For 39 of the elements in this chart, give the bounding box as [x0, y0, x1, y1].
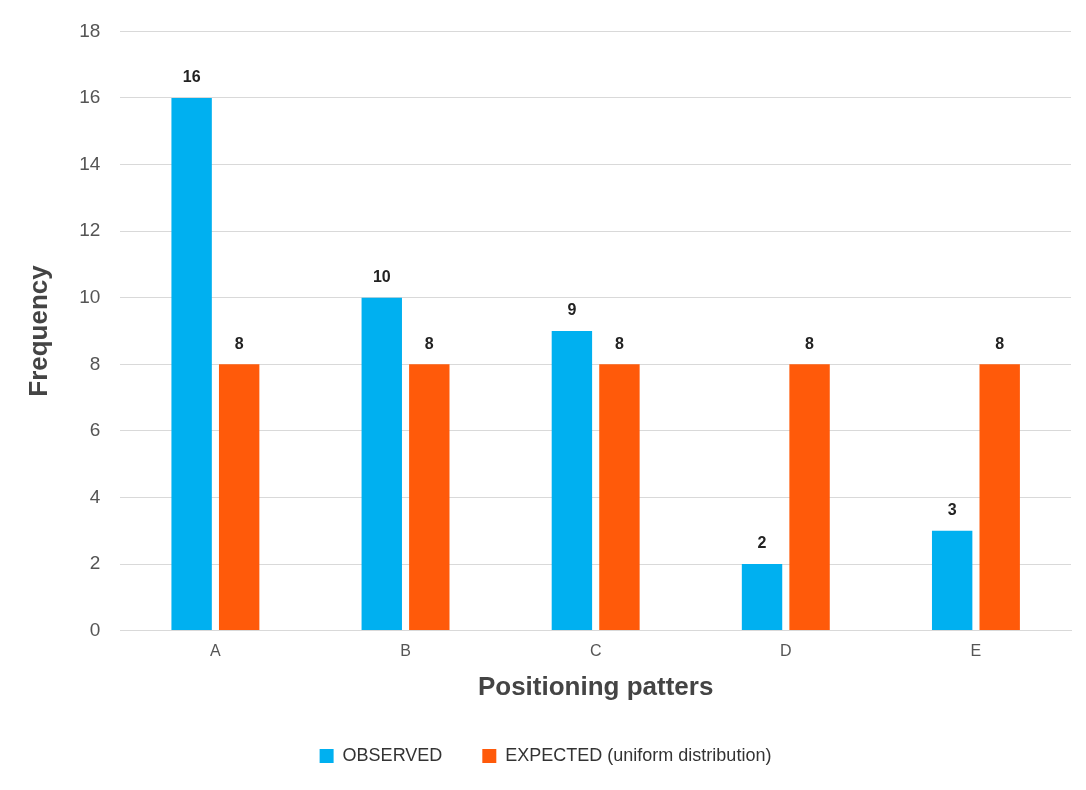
y-tick-label: 14 — [79, 152, 101, 174]
data-label: 8 — [234, 334, 244, 352]
x-tick-label: D — [780, 641, 792, 659]
legend-label: EXPECTED (uniform distribution) — [505, 744, 772, 765]
data-label: 2 — [757, 534, 767, 552]
bar — [409, 364, 450, 631]
y-tick-label: 0 — [89, 618, 101, 640]
y-tick-label: 4 — [89, 485, 101, 507]
data-label: 8 — [995, 334, 1005, 352]
bar — [551, 331, 593, 631]
x-tick-label: B — [400, 641, 411, 659]
bar — [931, 530, 973, 631]
y-axis-title: Frequency — [22, 264, 53, 397]
bar — [171, 97, 212, 631]
data-label: 3 — [947, 501, 957, 519]
data-label: 9 — [567, 301, 577, 319]
data-label: 8 — [614, 334, 624, 352]
bar — [741, 564, 783, 631]
data-label: 16 — [182, 68, 201, 86]
y-tick-label: 12 — [79, 219, 101, 241]
x-tick-label: E — [970, 641, 982, 659]
y-tick-label: 2 — [89, 552, 101, 574]
bar — [599, 364, 640, 631]
y-tick-label: 10 — [79, 285, 101, 307]
y-tick-label: 18 — [79, 19, 101, 41]
bar — [979, 364, 1020, 631]
x-axis-title: Positioning patters — [477, 670, 714, 701]
y-tick-label: 16 — [79, 86, 101, 108]
bar — [789, 364, 830, 631]
x-tick-label: A — [210, 641, 222, 659]
y-tick-label: 8 — [89, 352, 101, 374]
data-label: 8 — [805, 334, 815, 352]
legend-label: OBSERVED — [342, 744, 443, 765]
data-label: 10 — [372, 268, 391, 286]
y-tick-label: 6 — [89, 419, 101, 441]
x-tick-label: C — [589, 641, 602, 659]
bar — [361, 297, 402, 631]
bar — [218, 364, 260, 631]
data-label: 8 — [424, 334, 434, 352]
